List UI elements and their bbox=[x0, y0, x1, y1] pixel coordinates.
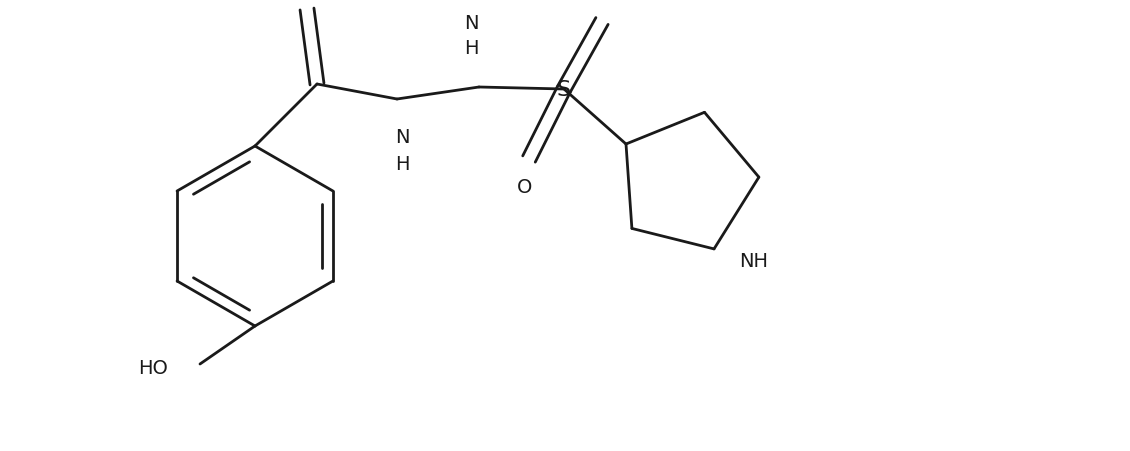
Text: N: N bbox=[463, 14, 478, 33]
Text: H: H bbox=[463, 39, 478, 58]
Text: O: O bbox=[598, 0, 614, 4]
Text: N: N bbox=[394, 128, 409, 147]
Text: NH: NH bbox=[739, 252, 768, 271]
Text: S: S bbox=[557, 80, 571, 100]
Text: H: H bbox=[394, 155, 409, 174]
Text: O: O bbox=[518, 178, 532, 197]
Text: HO: HO bbox=[138, 359, 168, 377]
